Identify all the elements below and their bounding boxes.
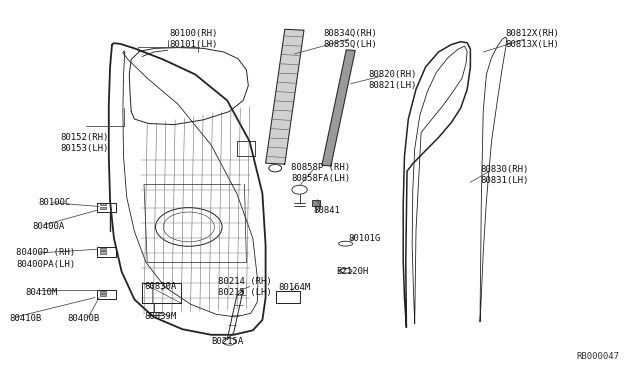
Text: B2120H: B2120H [336, 267, 368, 276]
Text: 80858P (RH)
80858FA(LH): 80858P (RH) 80858FA(LH) [291, 163, 350, 183]
Text: 80812X(RH)
80813X(LH): 80812X(RH) 80813X(LH) [506, 29, 559, 49]
FancyBboxPatch shape [312, 200, 320, 206]
Polygon shape [266, 29, 304, 164]
Text: 80214 (RH)
80215 (LH): 80214 (RH) 80215 (LH) [218, 277, 271, 297]
Text: 80834Q(RH)
80835Q(LH): 80834Q(RH) 80835Q(LH) [323, 29, 377, 49]
Text: 80839M: 80839M [144, 312, 176, 321]
Text: 80830(RH)
80831(LH): 80830(RH) 80831(LH) [480, 165, 529, 185]
Text: RB000047: RB000047 [577, 352, 620, 361]
Bar [100, 248, 106, 250]
Text: 80100C: 80100C [38, 198, 70, 207]
Text: 80841: 80841 [314, 206, 340, 215]
Text: 80400B: 80400B [67, 314, 99, 323]
Polygon shape [322, 50, 355, 166]
Text: B0215A: B0215A [211, 337, 243, 346]
Text: 80152(RH)
80153(LH): 80152(RH) 80153(LH) [61, 133, 109, 153]
Bar [100, 203, 106, 205]
Text: 80830A: 80830A [144, 282, 176, 291]
Bar [100, 291, 106, 293]
Text: 80400A: 80400A [32, 222, 64, 231]
Text: 80101G: 80101G [349, 234, 381, 243]
Text: 80400P (RH)
80400PA(LH): 80400P (RH) 80400PA(LH) [16, 248, 75, 269]
Text: 80100(RH)
80101(LH): 80100(RH) 80101(LH) [170, 29, 218, 49]
Text: 80820(RH)
80821(LH): 80820(RH) 80821(LH) [368, 70, 417, 90]
Bar [100, 251, 106, 254]
Text: 80410B: 80410B [10, 314, 42, 323]
Bar [100, 207, 106, 209]
Text: 80410M: 80410M [26, 288, 58, 296]
Bar [100, 294, 106, 296]
Text: 80164M: 80164M [278, 283, 310, 292]
